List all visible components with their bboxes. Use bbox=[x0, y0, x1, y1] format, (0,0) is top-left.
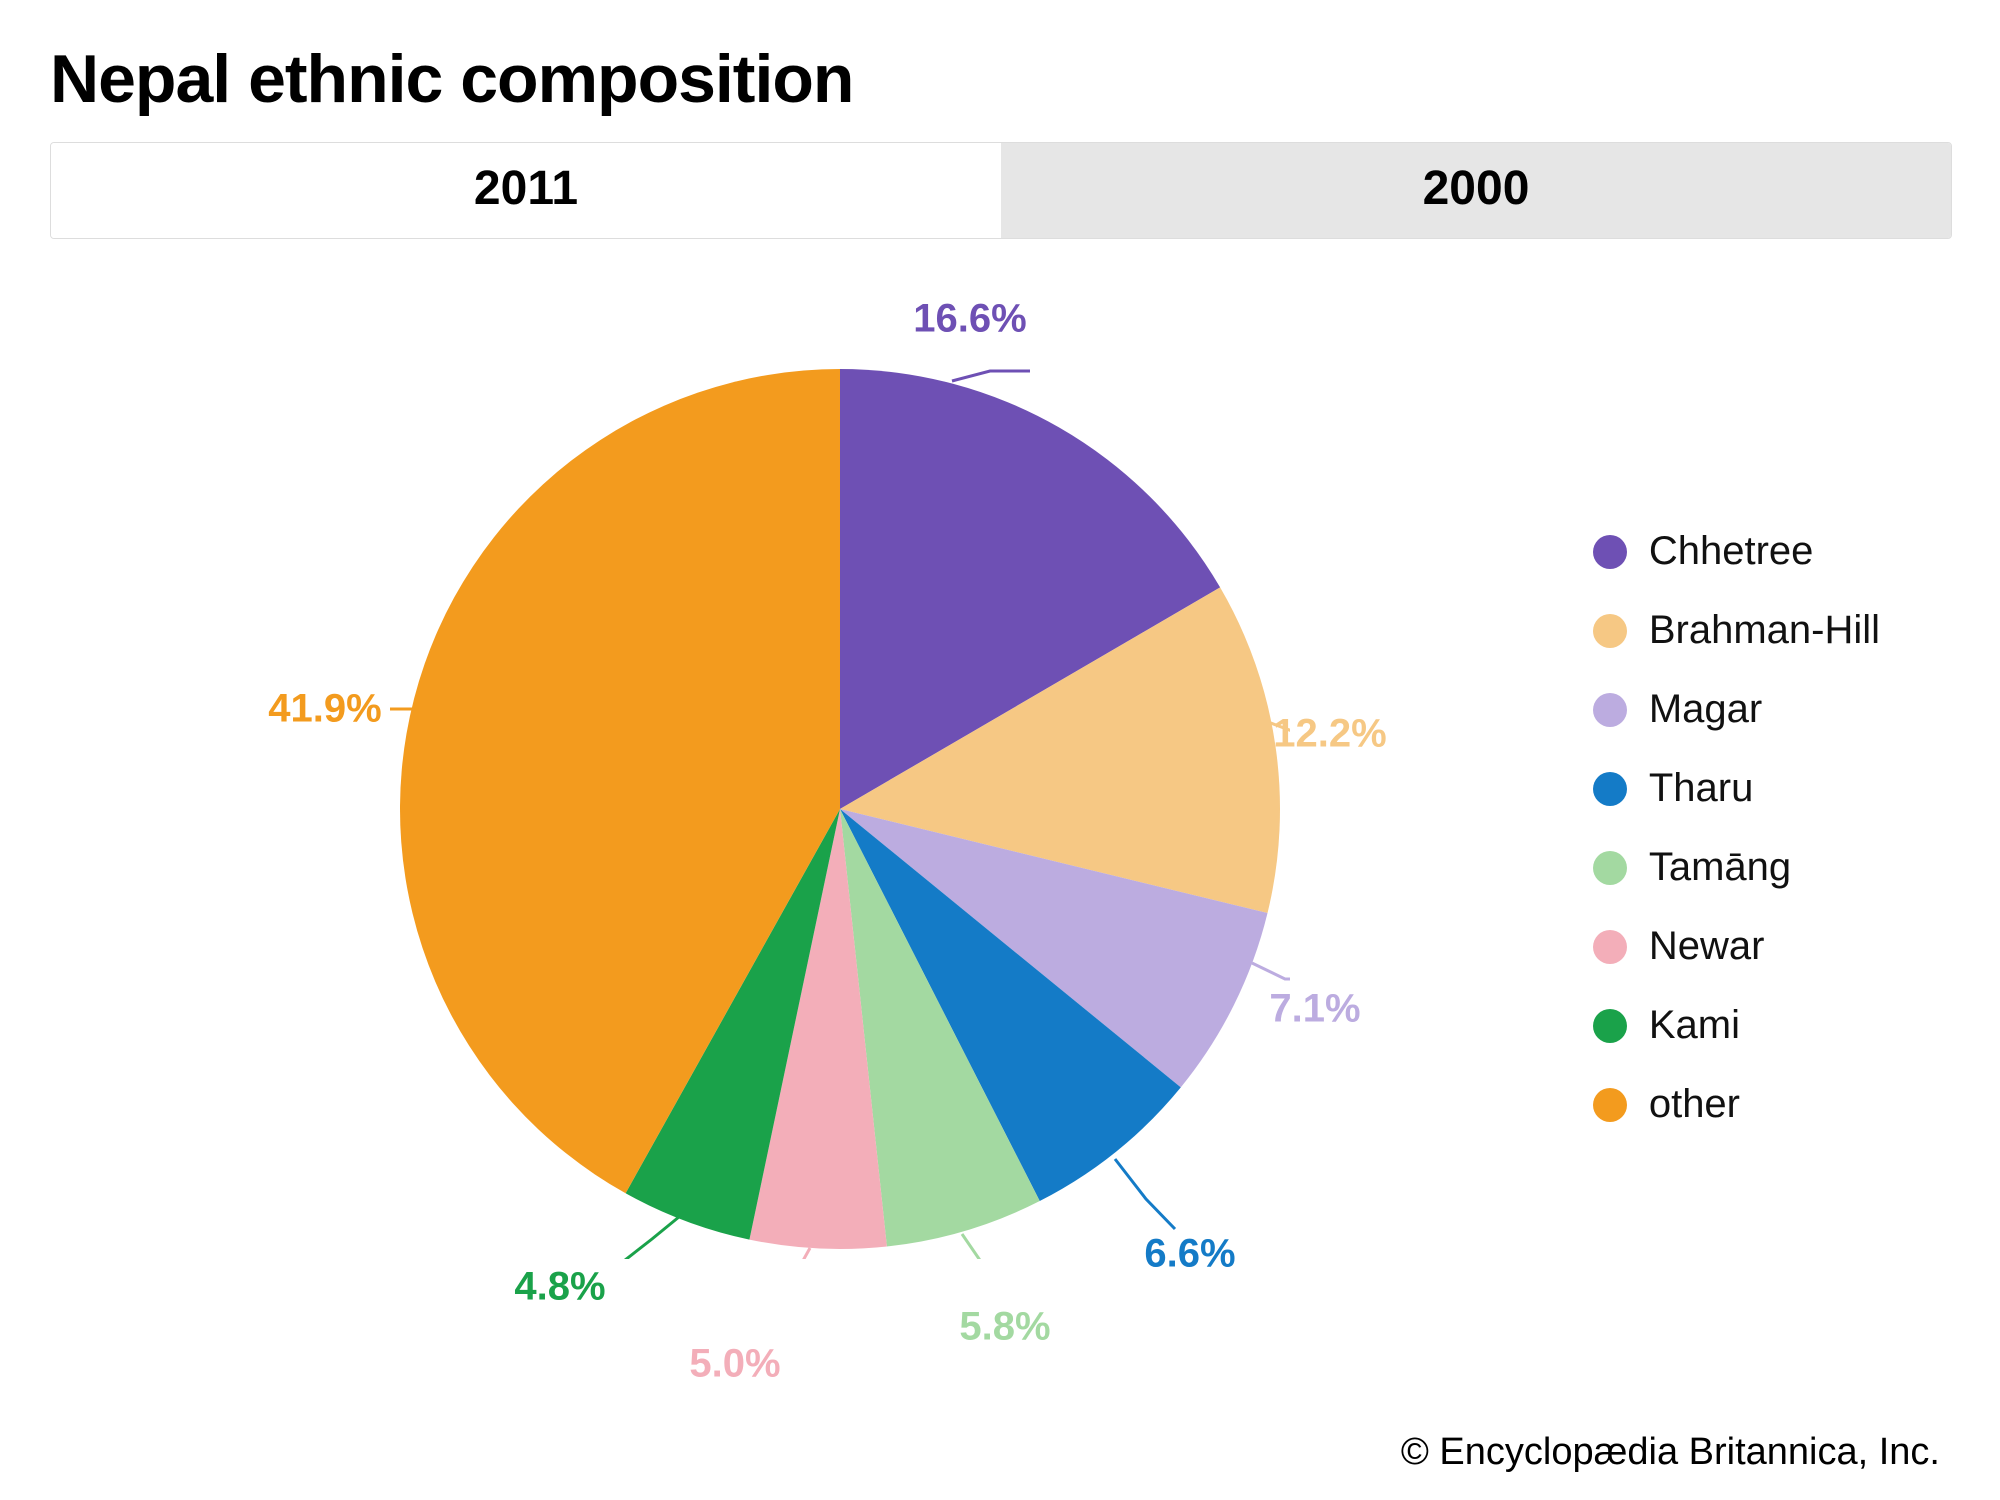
legend-item-kami: Kami bbox=[1593, 1003, 1880, 1048]
tab-2011[interactable]: 2011 bbox=[51, 143, 1001, 238]
legend-item-brahman-hill: Brahman-Hill bbox=[1593, 608, 1880, 653]
slice-label-tharu: 6.6% bbox=[1144, 1232, 1235, 1277]
legend-label: Newar bbox=[1649, 924, 1765, 969]
slice-label-brahman-hill: 12.2% bbox=[1273, 712, 1386, 757]
legend-label: Kami bbox=[1649, 1003, 1740, 1048]
legend-label: Chhetree bbox=[1649, 529, 1814, 574]
legend-item-chhetree: Chhetree bbox=[1593, 529, 1880, 574]
copyright-text: © Encyclopædia Britannica, Inc. bbox=[1401, 1431, 1940, 1474]
legend-dot-icon bbox=[1593, 614, 1627, 648]
chart-area: 16.6%12.2%7.1%6.6%5.8%5.0%4.8%41.9% Chhe… bbox=[50, 239, 1950, 1339]
legend-label: Brahman-Hill bbox=[1649, 608, 1880, 653]
leader-line bbox=[620, 1212, 685, 1259]
legend-dot-icon bbox=[1593, 851, 1627, 885]
legend-dot-icon bbox=[1593, 930, 1627, 964]
leader-line bbox=[962, 1234, 1013, 1259]
legend-item-tam-ng: Tamāng bbox=[1593, 845, 1880, 890]
legend-label: Tamāng bbox=[1649, 845, 1791, 890]
slice-label-other: 41.9% bbox=[268, 687, 381, 732]
legend-item-newar: Newar bbox=[1593, 924, 1880, 969]
legend: Chhetree Brahman-Hill Magar Tharu Tamāng Newa… bbox=[1593, 529, 1880, 1127]
slice-label-chhetree: 16.6% bbox=[913, 297, 1026, 342]
slice-label-newar: 5.0% bbox=[689, 1342, 780, 1387]
chart-container: Nepal ethnic composition 2011 2000 16.6%… bbox=[0, 0, 2000, 1500]
leader-line bbox=[952, 371, 1030, 381]
legend-dot-icon bbox=[1593, 1009, 1627, 1043]
pie-chart: 16.6%12.2%7.1%6.6%5.8%5.0%4.8%41.9% bbox=[390, 359, 1290, 1259]
tab-2000[interactable]: 2000 bbox=[1001, 143, 1951, 238]
legend-dot-icon bbox=[1593, 535, 1627, 569]
legend-item-magar: Magar bbox=[1593, 687, 1880, 732]
leader-line bbox=[1252, 963, 1290, 979]
legend-dot-icon bbox=[1593, 772, 1627, 806]
leader-line bbox=[1115, 1159, 1175, 1229]
legend-dot-icon bbox=[1593, 1088, 1627, 1122]
pie-svg bbox=[390, 359, 1290, 1259]
slice-label-kami: 4.8% bbox=[514, 1265, 605, 1310]
tab-bar: 2011 2000 bbox=[50, 142, 1952, 239]
legend-label: other bbox=[1649, 1082, 1740, 1127]
legend-dot-icon bbox=[1593, 693, 1627, 727]
slice-label-magar: 7.1% bbox=[1269, 987, 1360, 1032]
legend-label: Tharu bbox=[1649, 766, 1754, 811]
legend-item-tharu: Tharu bbox=[1593, 766, 1880, 811]
slice-label-tam-ng: 5.8% bbox=[959, 1305, 1050, 1350]
chart-title: Nepal ethnic composition bbox=[50, 40, 1950, 118]
legend-label: Magar bbox=[1649, 687, 1762, 732]
legend-item-other: other bbox=[1593, 1082, 1880, 1127]
leader-line bbox=[770, 1248, 810, 1259]
